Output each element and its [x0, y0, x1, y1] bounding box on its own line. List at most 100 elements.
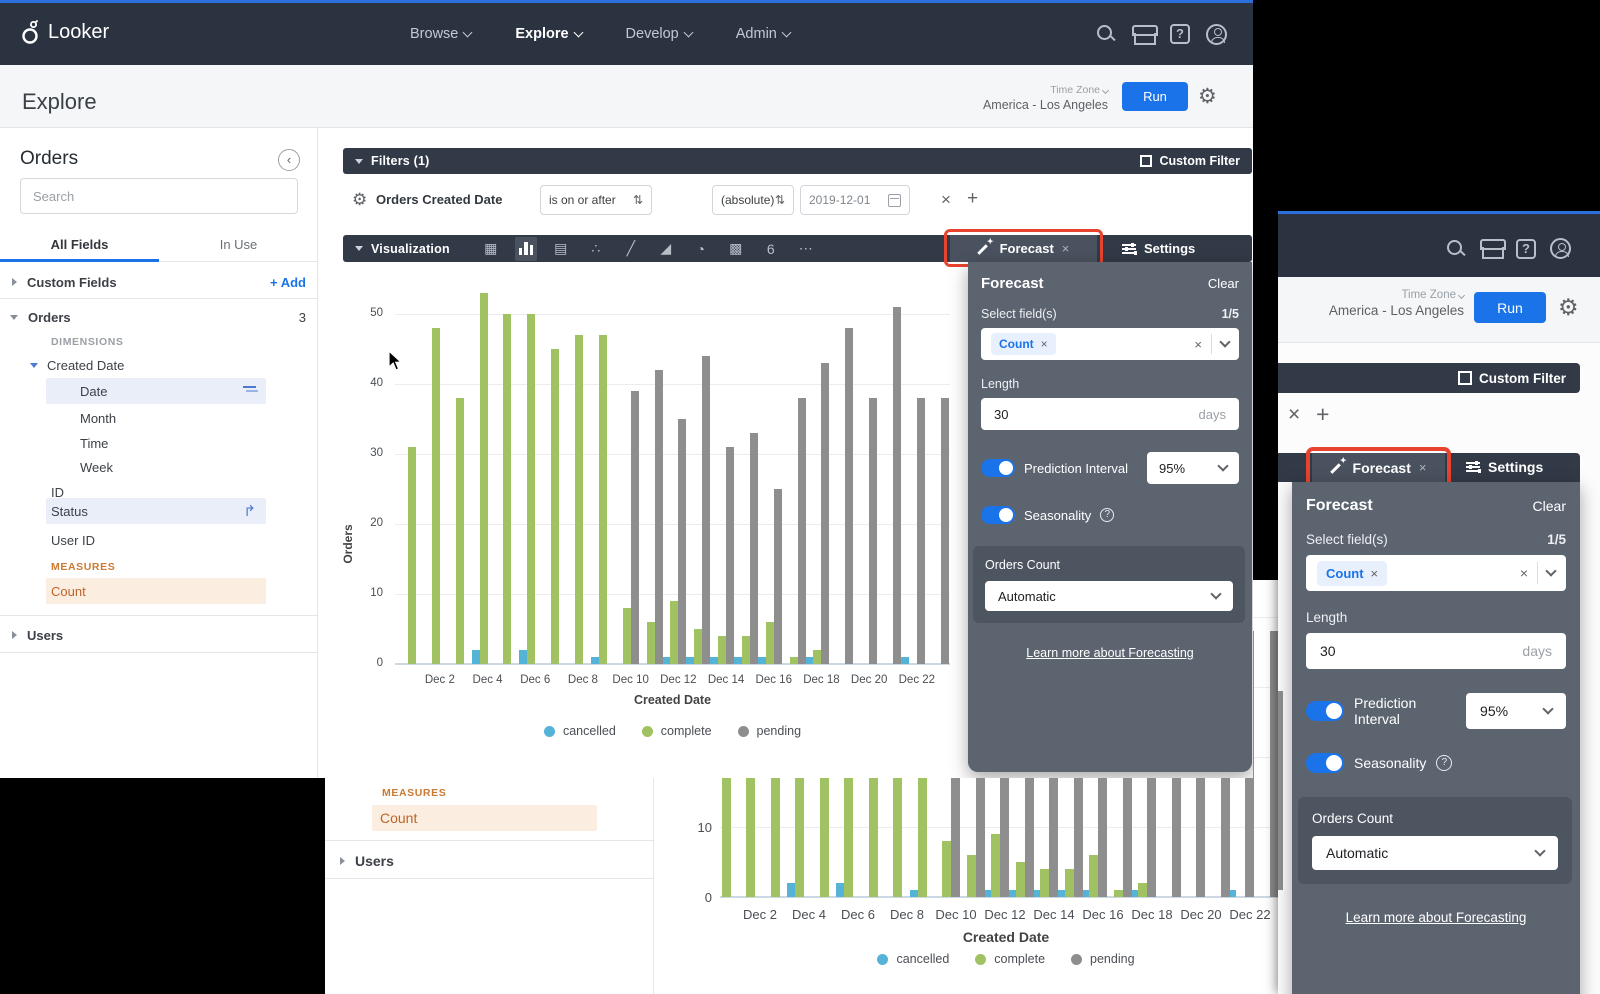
remove-chip-icon[interactable]: ×	[1370, 565, 1379, 581]
sidebar-group-orders[interactable]: Orders 3	[10, 304, 306, 330]
sidebar-item-user-id[interactable]: User ID	[51, 532, 96, 548]
remove-chip-icon[interactable]: ×	[1040, 337, 1048, 351]
forecast-length-input[interactable]: 30 days	[981, 398, 1239, 430]
orders-count-select[interactable]: Automatic	[1312, 836, 1558, 870]
close-forecast-tab-icon[interactable]: ×	[1418, 460, 1427, 475]
tab-forecast[interactable]: Forecast ×	[1312, 453, 1445, 482]
prediction-interval-toggle[interactable]	[981, 459, 1015, 477]
tab-settings[interactable]: Settings	[1122, 241, 1195, 256]
filter-mode-select[interactable]: (absolute) ⇅	[712, 185, 794, 215]
orders-count-select[interactable]: Automatic	[985, 581, 1233, 611]
help-icon[interactable]: ?	[1516, 238, 1536, 259]
more-chart-types-icon[interactable]: ⋯	[798, 240, 813, 256]
close-forecast-tab-icon[interactable]: ×	[1061, 241, 1070, 256]
filter-icon[interactable]	[243, 386, 256, 396]
checkbox-icon[interactable]	[1457, 371, 1472, 385]
line-chart-icon[interactable]: ╱	[626, 240, 635, 256]
gear-icon[interactable]: ⚙	[1558, 294, 1579, 320]
clear-forecast-button[interactable]: Clear	[1532, 498, 1566, 514]
sidebar-item-custom-fields[interactable]: Custom Fields + Add	[12, 269, 306, 295]
gear-icon[interactable]: ⚙	[1198, 85, 1217, 108]
looker-logo[interactable]: Looker	[22, 20, 109, 44]
filter-date-input[interactable]: 2019-12-01	[800, 185, 910, 215]
scatter-chart-icon[interactable]: ∴	[591, 240, 601, 256]
prediction-interval-select[interactable]: 95%	[1466, 693, 1566, 729]
pivot-icon[interactable]: ↱	[243, 503, 256, 520]
filters-section-bar[interactable]: Filters (1) Custom Filter	[343, 148, 1252, 174]
add-filter-button[interactable]: +	[1316, 401, 1330, 427]
bar-chart-icon[interactable]: ▤	[554, 240, 568, 256]
sidebar-item-month[interactable]: Month	[80, 410, 117, 426]
remove-filter-button[interactable]: ×	[1288, 403, 1301, 426]
timezone-control[interactable]: Time Zone America - Los Angeles	[1328, 289, 1466, 318]
sidebar-item-time[interactable]: Time	[80, 435, 109, 451]
timezone-control[interactable]: Time Zone America - Los Angeles	[982, 84, 1110, 112]
sidebar-group-users[interactable]: Users	[12, 622, 63, 648]
legend-item-cancelled[interactable]: cancelled	[877, 952, 949, 966]
clear-forecast-button[interactable]: Clear	[1207, 276, 1239, 291]
legend-item-pending[interactable]: pending	[737, 724, 801, 738]
forecast-field-select[interactable]: Count × ×	[1306, 555, 1566, 591]
tab-in-use[interactable]: In Use	[219, 237, 258, 252]
sidebar-item-id[interactable]: ID	[51, 484, 64, 500]
search-icon[interactable]	[1446, 239, 1466, 259]
clear-field-icon[interactable]: ×	[1519, 565, 1528, 581]
nav-item-admin[interactable]: Admin	[736, 26, 792, 42]
run-button[interactable]: Run	[1122, 82, 1188, 111]
chevron-down-icon[interactable]	[1219, 336, 1231, 348]
sidebar-group-users[interactable]: Users	[340, 848, 394, 874]
remove-filter-button[interactable]: ×	[941, 190, 951, 209]
custom-filter-toggle[interactable]: Custom Filter	[1457, 371, 1566, 386]
sidebar-item-count[interactable]: Count	[46, 578, 266, 604]
marketplace-icon[interactable]	[1132, 24, 1158, 45]
help-icon[interactable]: ?	[1170, 24, 1190, 44]
run-button[interactable]: Run	[1474, 292, 1546, 323]
tab-forecast[interactable]: Forecast ×	[950, 235, 1097, 262]
help-circle-icon[interactable]: ?	[1100, 508, 1115, 522]
prediction-interval-toggle[interactable]	[1306, 701, 1344, 721]
filter-gear-icon[interactable]: ⚙	[352, 190, 368, 209]
forecast-length-input[interactable]: 30 days	[1306, 633, 1566, 669]
help-circle-icon[interactable]: ?	[1436, 755, 1453, 771]
legend-item-complete[interactable]: complete	[975, 952, 1045, 966]
sidebar-item-status[interactable]: Status ↱	[46, 498, 266, 524]
search-icon[interactable]	[1096, 24, 1116, 44]
prediction-interval-select[interactable]: 95%	[1147, 452, 1239, 484]
legend-item-complete[interactable]: complete	[641, 724, 712, 738]
tab-settings[interactable]: Settings	[1466, 459, 1543, 475]
checkbox-icon[interactable]	[1140, 155, 1153, 167]
chevron-down-icon[interactable]	[1545, 565, 1557, 577]
nav-item-explore[interactable]: Explore	[515, 26, 583, 42]
pie-chart-icon[interactable]: ◔	[696, 240, 706, 257]
nav-item-develop[interactable]: Develop	[626, 26, 694, 42]
table-chart-icon[interactable]: ▦	[484, 240, 498, 256]
single-value-icon[interactable]: 6	[766, 240, 775, 257]
learn-more-link[interactable]: Learn more about Forecasting	[1026, 646, 1194, 660]
area-chart-icon[interactable]: ◢	[660, 240, 672, 256]
search-input[interactable]	[20, 178, 298, 214]
seasonality-toggle[interactable]	[981, 506, 1015, 524]
sidebar-item-created-date[interactable]: Created Date	[30, 354, 124, 376]
learn-more-link[interactable]: Learn more about Forecasting	[1345, 910, 1527, 925]
collapse-sidebar-button[interactable]: ‹	[278, 149, 300, 171]
count-field-chip[interactable]: Count ×	[991, 333, 1056, 355]
map-chart-icon[interactable]: ▩	[729, 240, 743, 256]
account-icon[interactable]	[1206, 23, 1227, 45]
count-field-chip[interactable]: Count ×	[1317, 560, 1388, 586]
forecast-field-select[interactable]: Count × ×	[981, 328, 1239, 360]
account-icon[interactable]	[1550, 238, 1571, 259]
tab-all-fields[interactable]: All Fields	[50, 237, 109, 252]
marketplace-icon[interactable]	[1480, 239, 1506, 259]
sidebar-item-date[interactable]: Date	[46, 378, 266, 404]
seasonality-toggle[interactable]	[1306, 753, 1344, 773]
sidebar-item-count[interactable]: Count	[372, 805, 597, 831]
sidebar-item-week[interactable]: Week	[80, 459, 113, 475]
legend-item-pending[interactable]: pending	[1071, 952, 1135, 966]
legend-item-cancelled[interactable]: cancelled	[543, 724, 616, 738]
add-filter-button[interactable]: +	[967, 188, 979, 209]
clear-field-icon[interactable]: ×	[1194, 336, 1202, 352]
add-custom-field-button[interactable]: + Add	[270, 274, 306, 290]
nav-item-browse[interactable]: Browse	[410, 26, 473, 42]
custom-filter-toggle[interactable]: Custom Filter	[1140, 154, 1240, 168]
column-chart-icon[interactable]	[514, 236, 537, 261]
